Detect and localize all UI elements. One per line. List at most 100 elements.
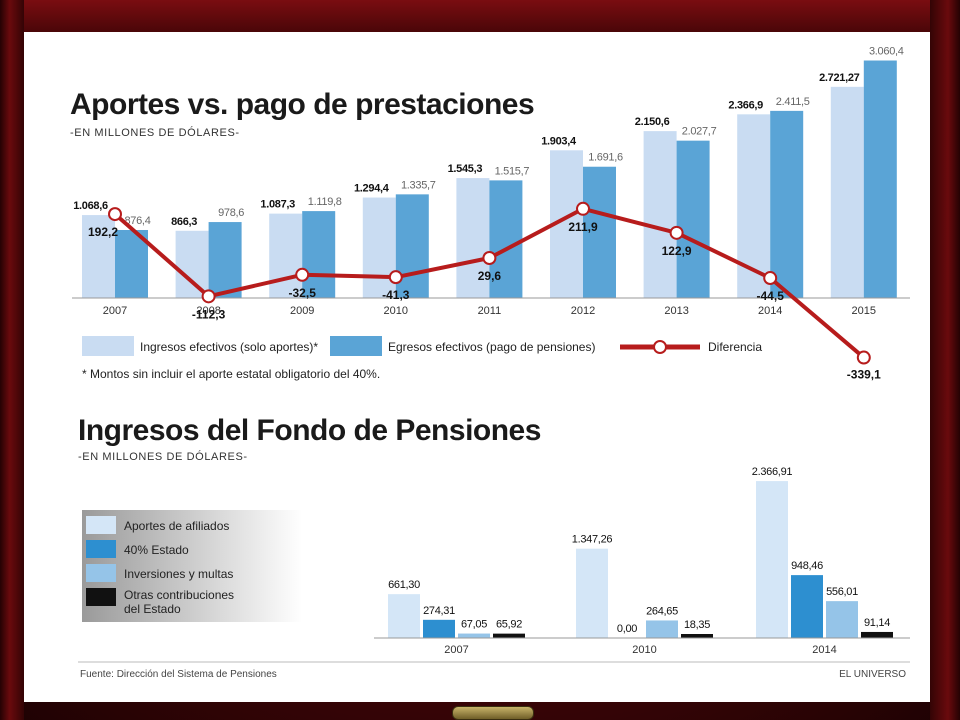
label-egresos-2015: 3.060,4 (869, 46, 904, 58)
diferencia-label-2008: -112,3 (192, 307, 226, 321)
legend2-swatch-otras (86, 588, 116, 606)
diferencia-point-2007 (108, 207, 122, 222)
bar-ingresos-2008 (175, 230, 209, 298)
diferencia-point-2012 (576, 201, 590, 216)
label-egresos-2013: 2.027,7 (682, 126, 717, 138)
diferencia-label-2012: 211,9 (568, 220, 598, 234)
tick-2007: 2007 (103, 305, 127, 317)
chart1-subtitle: -EN MILLONES DE DÓLARES- (70, 126, 240, 139)
label-ingresos-2015: 2.721,27 (819, 72, 860, 84)
legend-label-ingresos: Ingresos efectivos (solo aportes)* (140, 340, 318, 354)
label2-0-2014: 2.366,91 (752, 466, 793, 478)
label2-3-2014: 91,14 (864, 617, 890, 629)
curtain-valance (0, 0, 960, 32)
label2-3-2007: 65,92 (496, 619, 522, 631)
diferencia-point-2009 (295, 267, 310, 282)
legend2-label-inversiones: Inversiones y multas (124, 567, 233, 581)
footer-source: Fuente: Dirección del Sistema de Pension… (80, 669, 277, 680)
diferencia-label-2014: -44,5 (757, 289, 785, 303)
label-egresos-2014: 2.411,5 (776, 96, 810, 108)
chart1-title: Aportes vs. pago de prestaciones (70, 88, 534, 121)
bar-egresos-2015 (863, 60, 897, 298)
diferencia-point-2011 (482, 251, 497, 266)
label-ingresos-2007: 1.068,6 (73, 200, 108, 212)
label-egresos-2009: 1.119,8 (308, 196, 342, 208)
diferencia-label-2011: 29,6 (478, 269, 502, 283)
bar-ingresos-2014 (737, 114, 771, 299)
legend2-label-estado: 40% Estado (124, 543, 189, 557)
legend-marker-diferencia (653, 340, 667, 354)
diferencia-point-2014 (763, 271, 778, 286)
chart2-subtitle: -EN MILLONES DE DÓLARES- (78, 450, 248, 463)
legend2-swatch-estado (86, 540, 116, 558)
label2-2-2010: 264,65 (646, 605, 678, 617)
legend-swatch-egresos (330, 336, 382, 356)
tick-2015: 2015 (852, 305, 876, 317)
footer-brand: EL UNIVERSO (839, 669, 906, 680)
label2-1-2010: 0,00 (617, 623, 637, 635)
label2-2-2007: 67,05 (461, 619, 487, 631)
label2-1-2014: 948,46 (791, 560, 823, 572)
label2-2-2014: 556,01 (826, 586, 858, 598)
diferencia-label-2013: 122,9 (662, 244, 692, 258)
diferencia-point-2008 (201, 289, 216, 304)
bar2-1-2014 (791, 575, 823, 638)
legend2-swatch-aportes (86, 516, 116, 534)
bar2-3-2007 (493, 633, 525, 638)
label-egresos-2012: 1.691,6 (588, 152, 623, 164)
bar-egresos-2013 (676, 140, 710, 298)
curtain-left (0, 0, 24, 720)
bar-ingresos-2013 (643, 131, 677, 298)
bar-ingresos-2009 (269, 213, 303, 298)
label-ingresos-2013: 2.150,6 (635, 116, 670, 128)
diferencia-label-2015: -339,1 (847, 368, 881, 382)
legend-swatch-ingresos (82, 336, 134, 356)
bar2-0-2014 (756, 481, 788, 638)
bar-ingresos-2015 (830, 86, 864, 298)
infographic-panel: Aportes vs. pago de prestaciones -EN MIL… (24, 32, 930, 702)
tick-2009: 2009 (290, 305, 314, 317)
label-ingresos-2008: 866,3 (171, 216, 197, 228)
bar-ingresos-2011 (456, 178, 490, 298)
label-ingresos-2011: 1.545,3 (448, 163, 483, 175)
legend2-swatch-inversiones (86, 564, 116, 582)
label-ingresos-2014: 2.366,9 (728, 99, 763, 111)
diferencia-label-2007: 192,2 (88, 225, 118, 239)
legend2-label-otras: Otras contribuciones del Estado (124, 588, 234, 616)
chart2-legend-box (82, 510, 302, 622)
tick-2011: 2011 (478, 305, 502, 317)
tick2-2007: 2007 (444, 644, 468, 656)
label-egresos-2008: 978,6 (218, 207, 244, 219)
bar-egresos-2011 (489, 180, 523, 298)
tick2-2010: 2010 (632, 644, 656, 656)
label-ingresos-2010: 1.294,4 (354, 183, 390, 195)
tick-2012: 2012 (571, 305, 595, 317)
label-ingresos-2009: 1.087,3 (260, 199, 295, 211)
tick-2014: 2014 (758, 305, 782, 317)
bar2-2-2010 (646, 620, 678, 638)
bar2-2-2014 (826, 601, 858, 638)
bar2-3-2010 (681, 634, 713, 638)
bar-egresos-2012 (583, 166, 616, 298)
legend2-label-aportes: Aportes de afiliados (124, 519, 229, 533)
bar2-3-2014 (861, 631, 893, 638)
label2-0-2010: 1.347,26 (572, 534, 613, 546)
bar-egresos-2014 (770, 110, 804, 298)
bottom-ornament (452, 706, 534, 720)
label2-1-2007: 274,31 (423, 605, 455, 617)
bar-egresos-2008 (208, 222, 242, 298)
tick2-2014: 2014 (812, 644, 836, 656)
label-egresos-2010: 1.335,7 (401, 179, 436, 191)
legend-label-diferencia: Diferencia (708, 340, 762, 354)
diferencia-point-2015 (856, 350, 871, 365)
label-ingresos-2012: 1.903,4 (541, 135, 577, 147)
label2-3-2010: 18,35 (684, 619, 710, 631)
diferencia-point-2013 (669, 225, 684, 240)
legend-label-egresos: Egresos efectivos (pago de pensiones) (388, 340, 595, 354)
bar-ingresos-2007 (82, 215, 115, 298)
tick-2008: 2008 (196, 305, 220, 317)
label2-0-2007: 661,30 (388, 579, 420, 591)
bar-egresos-2007 (115, 229, 148, 298)
bar-egresos-2010 (395, 194, 429, 298)
bar2-0-2007 (388, 594, 420, 638)
